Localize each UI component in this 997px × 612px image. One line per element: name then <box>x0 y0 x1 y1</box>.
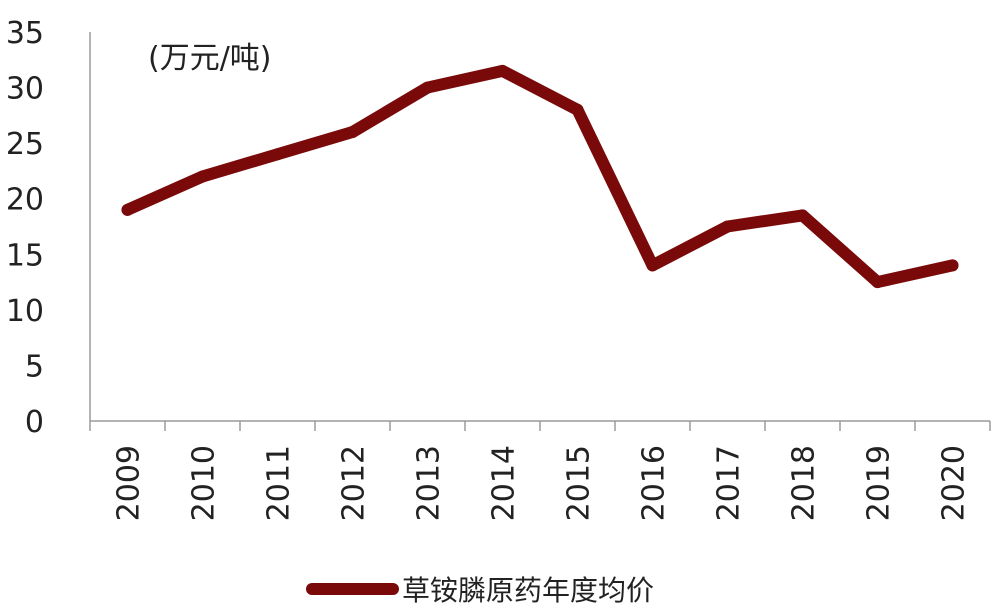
y-tick-label: 10 <box>6 294 44 329</box>
y-tick-label: 0 <box>25 405 44 440</box>
y-tick-label: 35 <box>6 16 44 51</box>
x-tick-label: 2009 <box>112 445 147 521</box>
data-point <box>646 259 659 272</box>
data-point <box>946 259 959 272</box>
x-tick-label: 2017 <box>712 445 747 521</box>
x-tick-label: 2012 <box>337 445 372 521</box>
x-tick-label: 2011 <box>262 445 297 521</box>
y-tick-label: 15 <box>6 238 44 273</box>
x-axis-tickmarks <box>89 421 991 431</box>
data-point <box>571 103 584 116</box>
x-tick-label: 2014 <box>487 445 522 521</box>
x-tick-label: 2018 <box>787 445 822 521</box>
y-tick-label: 20 <box>6 183 44 218</box>
legend: 草铵膦原药年度均价 <box>306 574 654 607</box>
data-point <box>346 126 359 139</box>
x-tick-label: 2020 <box>937 445 972 521</box>
data-point <box>871 276 884 289</box>
y-tick-label: 30 <box>6 72 44 107</box>
series-line <box>121 64 959 289</box>
data-point <box>196 170 209 183</box>
data-point <box>721 220 734 233</box>
data-point <box>121 203 134 216</box>
y-tick-label: 5 <box>25 349 44 384</box>
unit-label: (万元/吨) <box>148 41 272 76</box>
x-tick-label: 2013 <box>412 445 447 521</box>
data-point <box>796 209 809 222</box>
y-axis-ticks: 0 5 10 15 20 25 30 35 <box>6 16 44 440</box>
x-tick-label: 2016 <box>637 445 672 521</box>
x-tick-label: 2010 <box>187 445 222 521</box>
x-tick-label: 2019 <box>862 445 897 521</box>
data-point <box>271 148 284 161</box>
data-point <box>421 81 434 94</box>
x-axis-ticks: 2009 2010 2011 2012 2013 2014 2015 2016 2017 2018… <box>112 445 972 521</box>
legend-label: 草铵膦原药年度均价 <box>402 574 654 607</box>
y-tick-label: 25 <box>6 127 44 162</box>
series-layer <box>121 64 959 289</box>
x-tick-label: 2015 <box>562 445 597 521</box>
data-point <box>496 64 509 77</box>
